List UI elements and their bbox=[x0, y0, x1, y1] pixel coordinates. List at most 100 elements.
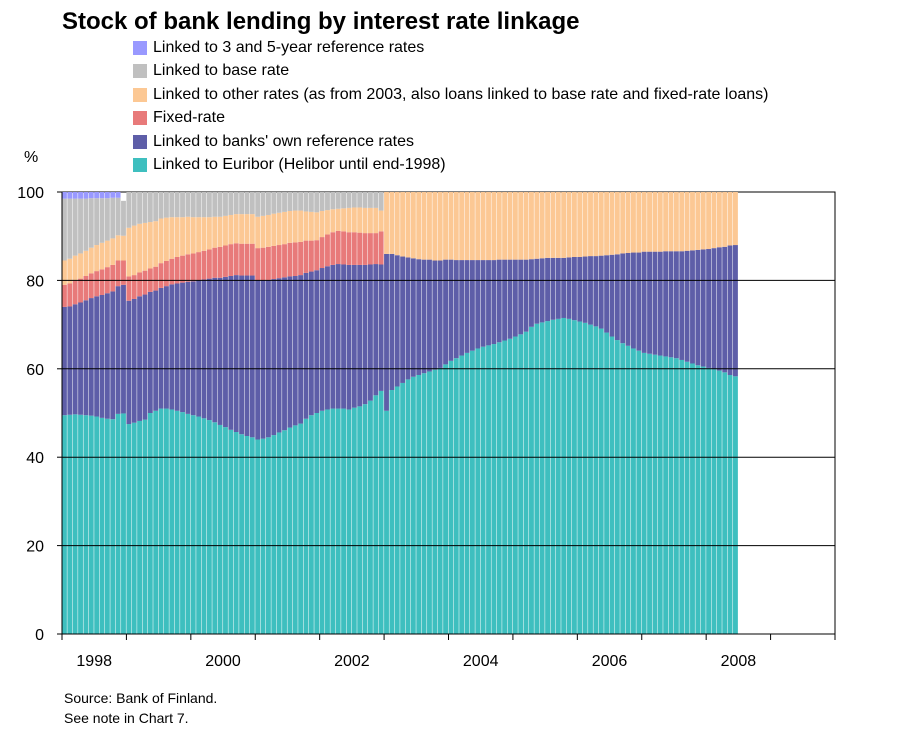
bar-segment-1-2005-06 bbox=[539, 258, 545, 323]
bar-segment-1-2005-03 bbox=[523, 259, 529, 332]
bar-segment-0-2005-11 bbox=[566, 318, 572, 634]
bar-segment-3-2007-12 bbox=[700, 192, 706, 250]
bar-segment-1-2005-10 bbox=[561, 257, 567, 318]
bar-segment-3-1998-12 bbox=[121, 235, 126, 261]
legend-swatch bbox=[133, 158, 147, 173]
bar-segment-3-2001-06 bbox=[282, 211, 287, 245]
bar-segment-4-2002-02 bbox=[325, 192, 330, 211]
legend-label: Linked to 3 and 5-year reference rates bbox=[153, 38, 425, 56]
bar-segment-3-2006-04 bbox=[593, 192, 599, 257]
bar-segment-2-2001-01 bbox=[255, 248, 261, 281]
bar-segment-3-1999-02 bbox=[131, 225, 137, 276]
bar-segment-1-2006-09 bbox=[620, 253, 626, 344]
bar-segment-0-2005-03 bbox=[523, 331, 529, 634]
bar-segment-2-2001-05 bbox=[276, 245, 282, 279]
bar-segment-3-2004-03 bbox=[459, 192, 465, 261]
bar-segment-0-2008-01 bbox=[706, 367, 712, 634]
bar-segment-5-1998-08 bbox=[99, 192, 105, 199]
bar-segment-0-1998-07 bbox=[94, 416, 100, 634]
bar-segment-3-2001-08 bbox=[292, 210, 298, 243]
bar-segment-3-2001-12 bbox=[314, 212, 320, 241]
bar-segment-2-1998-07 bbox=[94, 271, 100, 297]
bar-segment-3-2003-06 bbox=[410, 192, 416, 259]
bar-segment-0-2002-12 bbox=[378, 390, 384, 634]
bar-segment-2-2001-07 bbox=[287, 242, 293, 277]
bar-segment-0-2001-03 bbox=[265, 437, 271, 634]
bar-segment-0-2003-07 bbox=[416, 374, 422, 634]
bar-segment-3-2003-09 bbox=[427, 192, 432, 260]
bar-segment-0-2002-07 bbox=[351, 407, 357, 634]
bar-segment-1-1998-10 bbox=[110, 291, 116, 420]
bar-segment-3-2006-11 bbox=[631, 192, 636, 253]
y-tick-label-100: 100 bbox=[17, 185, 44, 202]
bar-segment-1-2004-11 bbox=[502, 259, 508, 341]
bar-segment-4-1999-07 bbox=[158, 192, 164, 219]
bar-segment-0-2006-10 bbox=[625, 345, 631, 634]
bar-segment-1-2000-03 bbox=[201, 279, 207, 419]
bar-segment-0-2006-04 bbox=[593, 326, 599, 634]
bar-segment-3-2000-10 bbox=[239, 214, 245, 244]
bar-segment-1-2004-05 bbox=[469, 260, 475, 351]
bar-segment-1-2006-02 bbox=[582, 256, 588, 323]
bar-segment-3-1998-01 bbox=[62, 260, 67, 285]
legend-label: Linked to base rate bbox=[153, 62, 290, 80]
bar-segment-1-2008-03 bbox=[716, 247, 722, 371]
bar-segment-3-2005-11 bbox=[566, 192, 572, 258]
bar-segment-4-1998-07 bbox=[94, 198, 100, 246]
bar-segment-1-2007-02 bbox=[647, 251, 652, 354]
bar-segment-1-2004-10 bbox=[496, 259, 502, 343]
bar-segment-4-2001-03 bbox=[265, 192, 271, 215]
legend: Linked to 3 and 5-year reference rates Li… bbox=[133, 36, 768, 177]
bar-segment-5-1998-05 bbox=[83, 192, 89, 199]
bar-segment-1-2001-01 bbox=[255, 280, 261, 440]
bar-segment-0-2000-02 bbox=[196, 416, 202, 634]
bar-segment-3-2007-01 bbox=[641, 192, 647, 252]
y-tick-label-0: 0 bbox=[35, 627, 44, 644]
bar-segment-0-2004-02 bbox=[453, 358, 459, 634]
bar-segment-0-2005-01 bbox=[512, 336, 518, 634]
bar-segment-3-2004-10 bbox=[496, 192, 502, 260]
bar-segment-0-2000-10 bbox=[239, 434, 245, 634]
bar-segment-2-1998-02 bbox=[67, 283, 73, 307]
bar-segment-1-1999-07 bbox=[158, 287, 164, 409]
bar-segment-0-1999-02 bbox=[131, 422, 137, 634]
bar-segment-2-2002-09 bbox=[362, 233, 368, 265]
bar-segment-0-2003-05 bbox=[405, 379, 411, 634]
bar-segment-3-2005-04 bbox=[529, 192, 534, 260]
bar-segment-2-1998-10 bbox=[110, 264, 116, 292]
bar-segment-1-2007-01 bbox=[641, 251, 647, 353]
bar-segment-0-2004-10 bbox=[496, 342, 502, 634]
bar-segment-1-2006-01 bbox=[577, 256, 583, 322]
bar-segment-1-2005-07 bbox=[545, 257, 550, 322]
x-tick-label-2000: 2000 bbox=[205, 653, 241, 670]
bar-segment-0-2003-06 bbox=[410, 376, 416, 634]
bar-segment-4-1998-03 bbox=[72, 198, 78, 256]
bar-segment-0-1998-11 bbox=[115, 413, 121, 634]
bar-segment-1-2003-06 bbox=[410, 258, 416, 377]
bar-segment-0-2005-04 bbox=[529, 326, 534, 634]
bar-segment-2-2002-06 bbox=[346, 232, 352, 265]
bar-segment-3-2005-10 bbox=[561, 192, 567, 258]
bar-segment-5-1998-10 bbox=[110, 192, 116, 198]
bar-segment-4-1998-01 bbox=[62, 198, 67, 261]
bar-segment-1-2007-10 bbox=[690, 250, 695, 364]
bar-segment-4-2002-03 bbox=[330, 192, 336, 210]
bar-segment-4-2002-09 bbox=[362, 192, 368, 208]
bar-segment-0-2000-07 bbox=[223, 427, 228, 634]
bar-segment-1-2008-05 bbox=[727, 245, 733, 375]
bar-segment-3-2008-03 bbox=[716, 192, 722, 248]
bar-segment-3-2004-12 bbox=[507, 192, 513, 260]
bar-segment-1-1998-06 bbox=[88, 298, 94, 416]
bar-segment-3-1999-10 bbox=[174, 217, 180, 257]
bar-segment-0-2005-12 bbox=[571, 320, 577, 634]
bar-segment-0-2002-04 bbox=[335, 408, 341, 634]
bar-segment-0-2004-01 bbox=[448, 360, 454, 634]
bar-segment-3-2006-03 bbox=[588, 192, 593, 257]
bar-segment-3-2008-01 bbox=[706, 192, 712, 250]
bar-segment-0-2001-11 bbox=[308, 415, 314, 634]
bar-segment-1-2002-12 bbox=[378, 264, 384, 391]
bar-segment-0-2000-04 bbox=[206, 420, 212, 634]
bar-segment-0-2002-06 bbox=[346, 409, 352, 634]
bar-segment-4-1998-11 bbox=[115, 197, 121, 236]
bar-segment-1-2006-08 bbox=[614, 254, 620, 341]
